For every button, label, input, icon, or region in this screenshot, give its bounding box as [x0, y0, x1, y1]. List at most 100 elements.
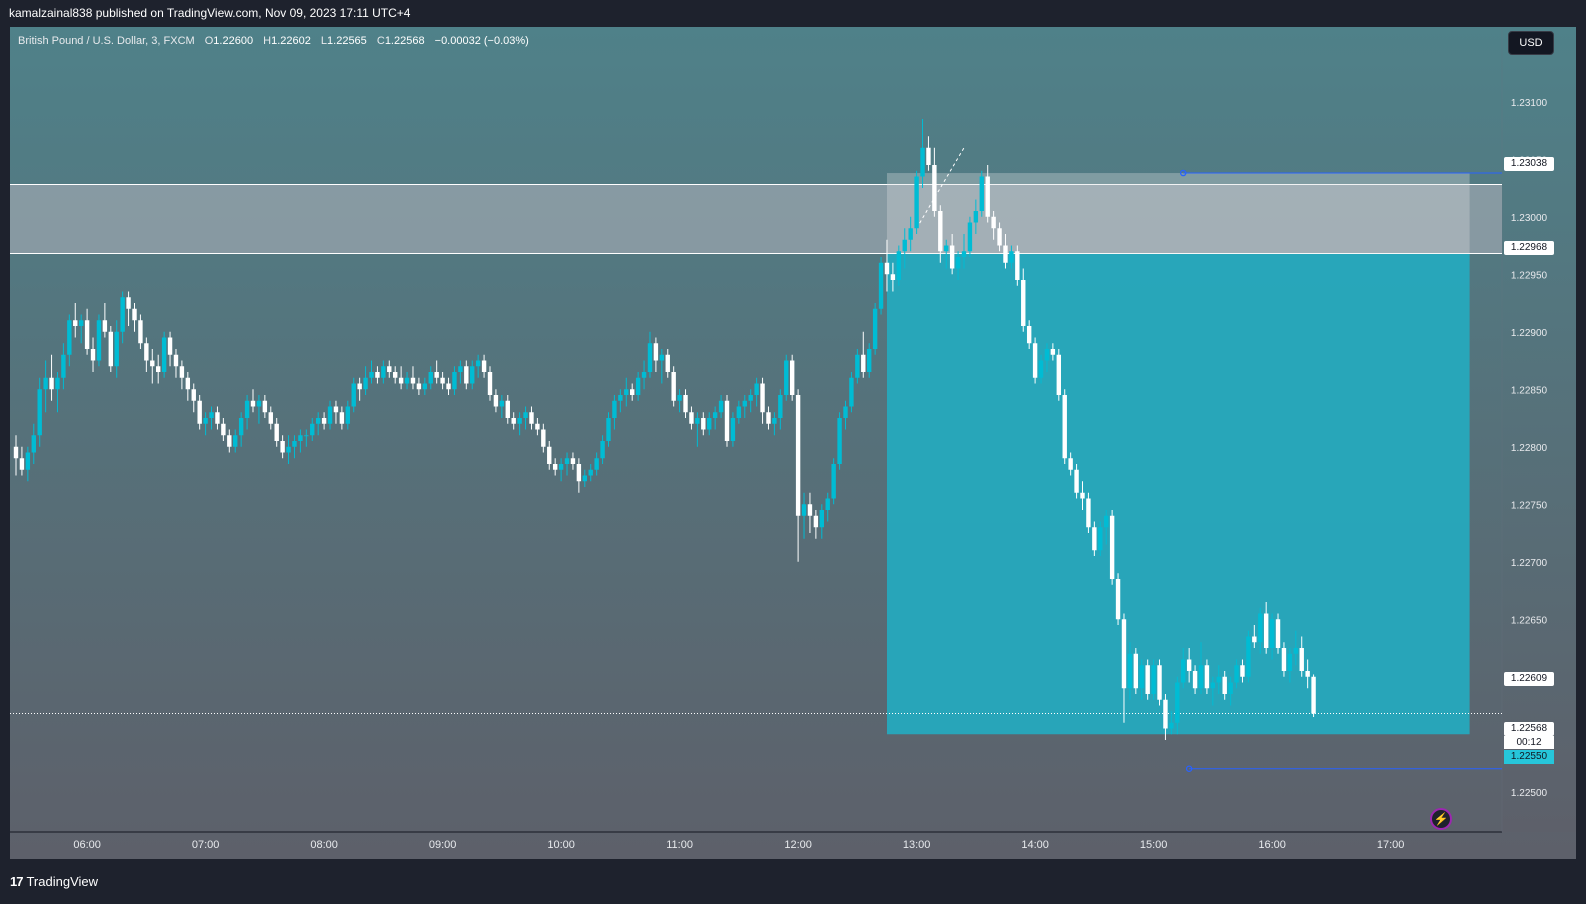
candle-body	[1074, 469, 1079, 493]
high-label: H	[263, 35, 272, 47]
candle-body	[1169, 722, 1174, 729]
candle-body	[778, 395, 783, 418]
candle-body	[843, 406, 848, 418]
candle-body	[624, 389, 629, 395]
symbol-description[interactable]: British Pound / U.S. Dollar, 3, FXCM	[18, 35, 195, 47]
candle-body	[872, 308, 878, 349]
candle-body	[351, 383, 356, 407]
candle-body	[274, 423, 279, 441]
candle-body	[1133, 653, 1139, 689]
candle-body	[144, 343, 149, 361]
short-position-box	[886, 253, 1470, 735]
candle-body	[1003, 245, 1008, 263]
price-tick-label: 1.23000	[1511, 213, 1548, 224]
candle-body	[659, 354, 665, 361]
candle-body	[327, 406, 333, 424]
ray-anchor-bottom	[1185, 765, 1193, 773]
candle-body	[156, 366, 161, 372]
candle-body	[855, 354, 860, 378]
candle-body	[748, 395, 753, 401]
ohlc-legend: British Pound / U.S. Dollar, 3, FXCM O1.…	[18, 35, 529, 47]
candle-body	[896, 251, 902, 280]
candle-body	[1311, 676, 1316, 714]
time-tick-label: 07:00	[192, 839, 220, 851]
candle-body	[576, 464, 582, 482]
price-tick-label: 1.22700	[1511, 558, 1548, 569]
candle-body	[1258, 613, 1263, 643]
ray-anchor-top	[1179, 169, 1187, 177]
price-label-last: 1.22568	[1504, 722, 1554, 736]
candle-body	[487, 372, 493, 395]
candle-body	[1246, 636, 1251, 677]
candle-body	[1198, 665, 1204, 689]
candle-body	[1109, 515, 1115, 579]
candle-body	[961, 251, 967, 257]
candle-body	[701, 418, 706, 430]
candle-body	[1204, 665, 1210, 689]
candle-body	[1181, 659, 1186, 683]
open-value: 1.22600	[213, 35, 254, 47]
tradingview-logo-icon[interactable]: 17 TradingView	[10, 874, 98, 889]
candle-body	[890, 274, 896, 280]
candle-body	[570, 458, 576, 464]
price-label-zone-bottom: 1.22968	[1504, 241, 1554, 255]
candle-body	[564, 458, 570, 464]
candle-body	[363, 377, 368, 390]
time-tick-label: 09:00	[429, 839, 457, 851]
candle-body	[221, 423, 226, 436]
candle-body	[1038, 360, 1044, 378]
candle-body	[428, 372, 433, 384]
candle-body	[1127, 653, 1133, 689]
price-axis-background[interactable]	[1502, 27, 1576, 832]
published-header: kamalzainal838 published on TradingView.…	[0, 0, 1586, 27]
candle-body	[452, 372, 457, 390]
candle-body	[730, 418, 736, 441]
candle-body	[926, 147, 931, 165]
candle-body	[120, 297, 125, 332]
candle-body	[493, 395, 499, 407]
candle-body	[84, 320, 90, 349]
candle-body	[861, 354, 866, 372]
candle-body	[612, 400, 617, 418]
bar-countdown: 00:12	[1504, 736, 1554, 749]
candle-body	[718, 400, 724, 413]
lightning-bolt-icon[interactable]: ⚡	[1430, 808, 1452, 830]
candle-body	[665, 354, 670, 372]
candle-body	[724, 400, 730, 441]
candle-body	[375, 372, 380, 378]
price-chart[interactable]: 1.231001.230501.230001.229501.229001.228…	[10, 27, 1576, 859]
candle-body	[416, 383, 422, 390]
time-tick-label: 14:00	[1021, 839, 1049, 851]
candle-body	[179, 366, 185, 378]
candle-body	[825, 498, 830, 510]
candle-body	[345, 406, 350, 424]
change-value: −0.00032 (−0.03%)	[434, 35, 529, 47]
candle-body	[878, 262, 884, 309]
candle-body	[517, 418, 522, 424]
candle-body	[1086, 498, 1091, 528]
candle-body	[499, 400, 505, 407]
candle-body	[635, 377, 641, 395]
candle-body	[1050, 349, 1056, 355]
price-tick-label: 1.22650	[1511, 615, 1548, 626]
candle-body	[387, 366, 392, 372]
candle-body	[689, 412, 694, 424]
currency-button[interactable]: USD	[1508, 31, 1554, 55]
price-label-current: 1.22609	[1504, 672, 1554, 686]
candle-body	[541, 429, 546, 447]
price-tick-label: 1.22950	[1511, 270, 1548, 281]
price-tick-label: 1.22900	[1511, 328, 1548, 339]
candle-body	[286, 446, 291, 453]
candle-body	[280, 441, 285, 453]
candle-body	[795, 395, 801, 516]
candle-body	[233, 435, 238, 447]
candle-body	[410, 377, 416, 384]
candle-body	[369, 372, 374, 378]
candle-body	[434, 372, 439, 378]
footer: 17 TradingView	[0, 859, 1586, 904]
candle-body	[1056, 354, 1061, 395]
candle-body	[600, 441, 605, 459]
candle-body	[1068, 458, 1073, 470]
price-label-top-line: 1.23038	[1504, 157, 1554, 171]
candle-body	[1305, 671, 1310, 677]
